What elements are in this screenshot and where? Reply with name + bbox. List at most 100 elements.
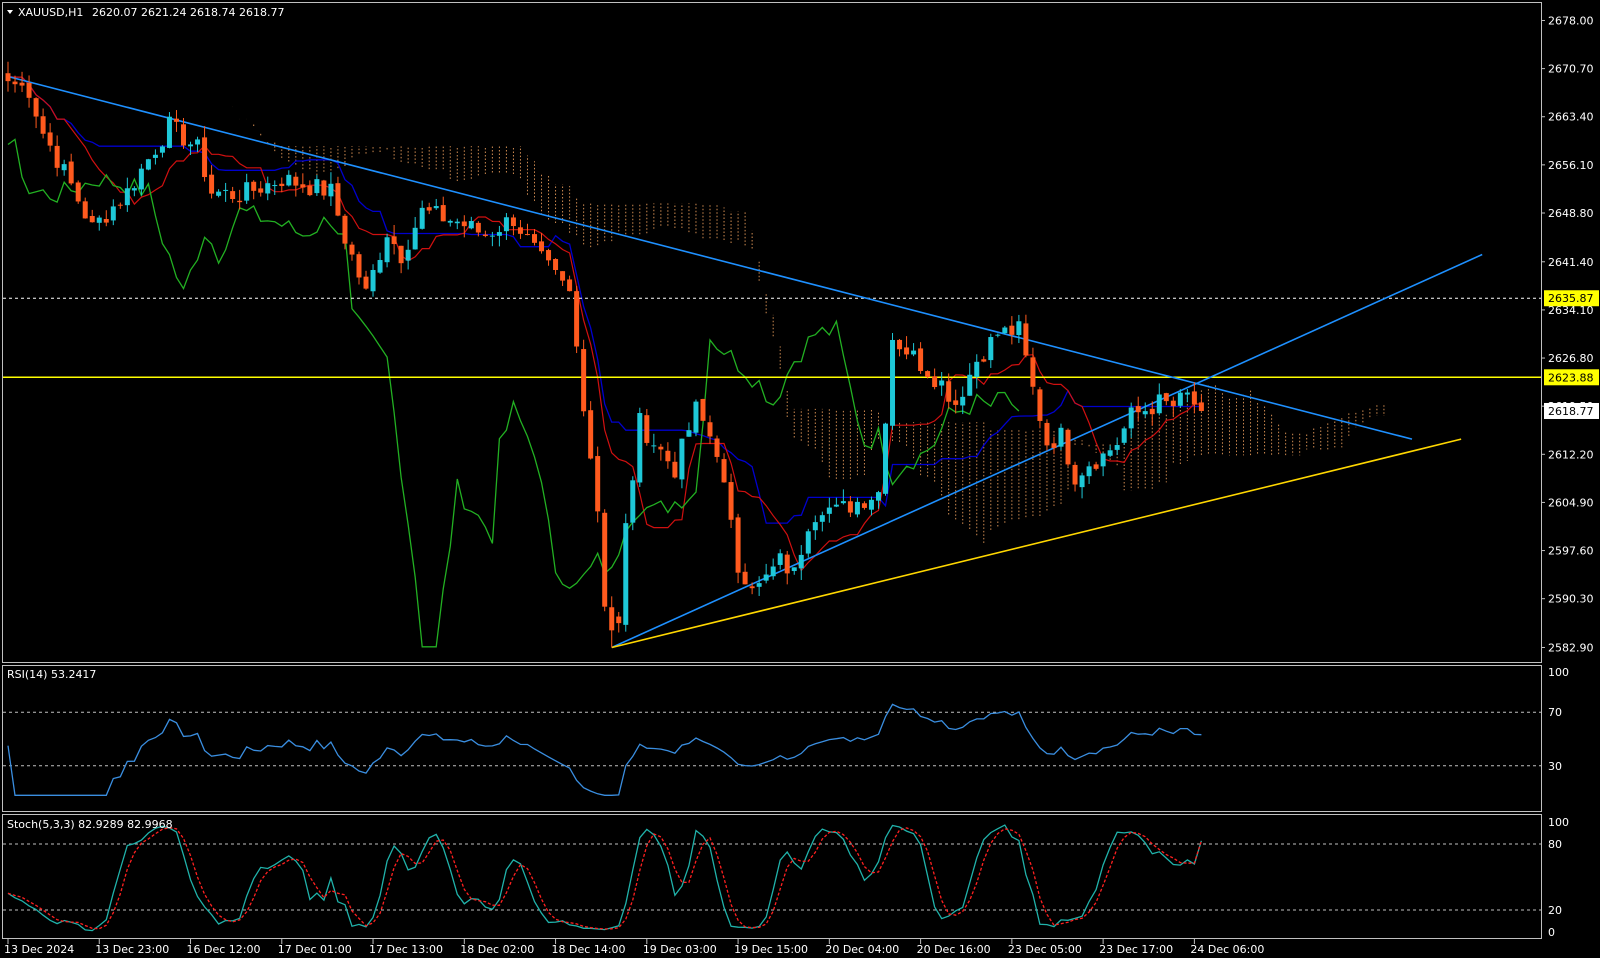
candle-body <box>152 154 158 158</box>
candle-body <box>440 205 446 222</box>
candle-body <box>1198 402 1204 411</box>
candle-body <box>693 401 699 433</box>
time-tick-label: 20 Dec 04:00 <box>825 943 899 956</box>
candle-body <box>637 413 643 483</box>
candle-body <box>644 415 650 443</box>
candle-body <box>553 259 559 271</box>
stoch-label: Stoch(5,3,3) 82.9289 82.9968 <box>7 818 173 831</box>
osc-tick-label: 20 <box>1548 904 1562 917</box>
candle-body <box>581 349 587 412</box>
candle-body <box>840 501 846 504</box>
time-tick-label: 23 Dec 17:00 <box>1099 943 1173 956</box>
candle-body <box>953 400 959 405</box>
stoch-panel-frame <box>2 814 1542 939</box>
candle-body <box>735 517 741 573</box>
candle-body <box>454 221 460 224</box>
candle-body <box>686 430 692 437</box>
candle-body <box>433 206 439 209</box>
candle-body <box>721 459 727 483</box>
candle-body <box>567 279 573 292</box>
candle-body <box>265 183 271 194</box>
price-tick-label: 2612.20 <box>1548 448 1594 461</box>
candle-body <box>258 188 264 193</box>
candle-body <box>981 359 987 362</box>
chikou-line <box>7 138 1020 648</box>
candle-body <box>82 201 88 219</box>
candle-body <box>131 188 137 191</box>
candle-body <box>40 116 46 134</box>
candle-body <box>419 207 425 229</box>
candle-body <box>1093 464 1099 469</box>
osc-tick-label: 70 <box>1548 706 1562 719</box>
time-tick-label: 19 Dec 03:00 <box>643 943 717 956</box>
price-tick-label: 2604.90 <box>1548 496 1594 509</box>
candle-body <box>770 566 776 577</box>
current-price-tag-text: 2618.77 <box>1548 405 1594 418</box>
candle-body <box>812 522 818 531</box>
candle-body <box>173 118 179 122</box>
candle-body <box>482 234 488 237</box>
candle-body <box>286 174 292 186</box>
osc-tick-label: 80 <box>1548 838 1562 851</box>
candle-body <box>209 174 215 194</box>
candle-body <box>195 139 201 145</box>
rsi-panel-frame <box>2 665 1542 812</box>
candle-body <box>503 217 509 232</box>
stoch-signal-line <box>7 826 1203 930</box>
candle-body <box>89 216 95 223</box>
candle-body <box>623 523 629 625</box>
candle-body <box>960 396 966 406</box>
candle-body <box>918 348 924 371</box>
candle-body <box>616 616 622 624</box>
time-tick-label: 17 Dec 01:00 <box>278 943 352 956</box>
candle-body <box>1037 389 1043 421</box>
candle-body <box>237 200 243 203</box>
osc-tick-label: 0 <box>1548 926 1555 939</box>
candle-body <box>510 217 516 227</box>
candle-body <box>461 221 467 227</box>
candle-body <box>314 179 320 194</box>
candle-body <box>847 501 853 513</box>
candle-body <box>1030 357 1036 387</box>
candle-body <box>468 221 474 229</box>
level-tag-solid-bg <box>1544 369 1599 386</box>
dropdown-triangle-icon[interactable] <box>7 10 13 14</box>
candle-body <box>798 554 804 569</box>
candle-body <box>272 185 278 187</box>
candle-body <box>307 185 313 196</box>
tenkan-line <box>7 76 1202 572</box>
candle-body <box>897 339 903 350</box>
kijun-line <box>7 76 1202 524</box>
candle-body <box>145 159 151 170</box>
osc-tick-label: 30 <box>1548 760 1562 773</box>
price-tick-label: 2590.30 <box>1548 593 1594 606</box>
candle-body <box>1044 422 1050 446</box>
candle-body <box>1177 392 1183 406</box>
time-tick-label: 18 Dec 14:00 <box>552 943 626 956</box>
time-tick-label: 20 Dec 16:00 <box>917 943 991 956</box>
candle-body <box>1156 394 1162 414</box>
candle-body <box>426 207 432 211</box>
candle-body <box>447 220 453 223</box>
candle-body <box>932 376 938 388</box>
trendlines[interactable] <box>7 75 1483 649</box>
candle-body <box>742 571 748 585</box>
trendline <box>611 253 1483 649</box>
time-tick-label: 19 Dec 15:00 <box>734 943 808 956</box>
candle-body <box>595 456 601 512</box>
candle-body <box>995 334 1001 336</box>
osc-tick-label: 100 <box>1548 666 1569 679</box>
candle-body <box>54 145 60 168</box>
candle-body <box>68 161 74 184</box>
candle-body <box>138 168 144 190</box>
candle-body <box>791 567 797 572</box>
candle-body <box>1016 321 1022 336</box>
price-levels <box>3 297 1541 379</box>
candle-body <box>665 450 671 462</box>
candle-body <box>279 183 285 187</box>
candle-body <box>61 164 67 171</box>
candle-body <box>883 423 888 494</box>
candle-body <box>714 438 720 457</box>
candle-body <box>489 235 495 237</box>
